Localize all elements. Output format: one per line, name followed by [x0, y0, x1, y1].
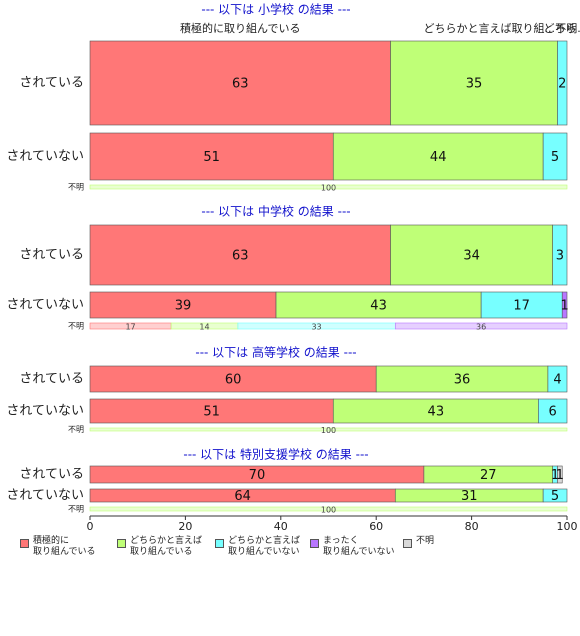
- header-label: 不明.: [555, 22, 580, 35]
- legend-label: まったく 取り組んでいない: [323, 536, 395, 557]
- data-label: 60: [225, 373, 242, 388]
- bar-segment: [375, 365, 549, 393]
- x-tick-label: 40: [274, 520, 288, 533]
- data-label: 36: [476, 323, 486, 332]
- header-label: 積極的に取り組んでいる: [180, 21, 300, 35]
- data-label: 100: [321, 506, 336, 515]
- category-label: されていない: [6, 298, 84, 313]
- bar-segment: [89, 132, 334, 181]
- legend-swatch: [403, 539, 412, 548]
- bar-segment: [557, 465, 563, 484]
- x-tick-label: 20: [178, 520, 192, 533]
- chart: --- 以下は 小学校 の結果 --- 積極的に取り組んでいる どちらかと言えば取り…: [6, 2, 580, 534]
- bar-segment: [561, 291, 568, 319]
- data-label: 1: [551, 468, 559, 483]
- bar-segment: [542, 132, 568, 181]
- bar-segment: [390, 224, 553, 286]
- data-label: 4: [553, 373, 561, 388]
- bar-segment: [89, 184, 568, 190]
- legend-label: 不明: [416, 536, 435, 546]
- panel-title: --- 以下は 中学校 の結果 ---: [201, 204, 350, 219]
- bar-segment: [480, 291, 563, 319]
- bar-segment: [89, 427, 568, 432]
- x-tick-label: 60: [369, 520, 383, 533]
- bar-segment: [332, 398, 539, 424]
- data-label: 39: [175, 299, 192, 314]
- bar-segment: [332, 132, 544, 181]
- data-label: 31: [461, 489, 478, 504]
- bar-segment: [89, 365, 377, 393]
- data-label: 14: [199, 323, 209, 332]
- data-label: 3: [556, 249, 564, 264]
- category-label: されていない: [6, 404, 84, 419]
- data-label: 51: [203, 150, 220, 165]
- legend-swatch: [215, 539, 224, 548]
- data-label: 27: [480, 468, 497, 483]
- data-label: 17: [513, 299, 530, 314]
- bar-segment: [394, 322, 568, 330]
- bar-segment: [542, 488, 568, 503]
- data-label: 63: [232, 77, 249, 92]
- data-label: 100: [321, 184, 336, 193]
- legend-label: 積極的に 取り組んでいる: [33, 536, 96, 557]
- category-label: されている: [19, 467, 84, 482]
- bar-segment: [89, 398, 334, 424]
- bar-segment: [89, 291, 277, 319]
- data-label: 2: [558, 77, 566, 92]
- legend-label: どちらかと言えば 取り組んでいる: [130, 536, 203, 557]
- header-label: どちら: [544, 22, 577, 35]
- bar-segment: [552, 224, 568, 286]
- bar-segment: [538, 398, 568, 424]
- data-label: 5: [551, 150, 559, 165]
- category-label: されていない: [6, 488, 84, 503]
- category-label: 不明: [68, 505, 84, 514]
- data-label: 43: [428, 405, 445, 420]
- category-label: 不明: [68, 425, 84, 434]
- data-label: 17: [125, 323, 135, 332]
- legend-swatch: [20, 539, 29, 548]
- category-label: されていない: [6, 149, 84, 164]
- panel-title: --- 以下は 小学校 の結果 ---: [201, 2, 350, 17]
- category-label: 不明: [68, 183, 84, 192]
- legend: 積極的に 取り組んでいる どちらかと言えば 取り組んでいる どちらかと言えば 取り組…: [0, 536, 580, 576]
- data-label: 5: [551, 489, 559, 504]
- category-label: されている: [19, 76, 84, 91]
- data-label: 44: [430, 150, 447, 165]
- panel-title: --- 以下は 高等学校 の結果 ---: [195, 345, 356, 360]
- x-tick-label: 80: [465, 520, 479, 533]
- data-label: 51: [203, 405, 220, 420]
- category-label: 不明: [68, 322, 84, 331]
- data-label: 33: [311, 323, 321, 332]
- header-label: どちらかと言えば取り組...: [424, 22, 556, 35]
- panel-title: --- 以下は 特別支援学校 の結果 ---: [183, 447, 368, 462]
- bar-segment: [547, 365, 568, 393]
- data-label: 6: [549, 405, 557, 420]
- data-label: 64: [234, 489, 251, 504]
- x-tick-label: 100: [557, 520, 578, 533]
- bar-segment: [89, 506, 568, 512]
- data-label: 36: [454, 373, 471, 388]
- bar-segment: [390, 40, 558, 126]
- data-label: 70: [249, 468, 266, 483]
- data-label: 43: [370, 299, 387, 314]
- legend-swatch: [117, 539, 126, 548]
- data-label: 1: [556, 468, 564, 483]
- bar-segment: [557, 40, 568, 126]
- category-label: されている: [19, 248, 84, 263]
- data-label: 1: [560, 299, 568, 314]
- data-label: 34: [463, 249, 480, 264]
- x-tick-label: 0: [87, 520, 94, 533]
- data-label: 35: [466, 77, 483, 92]
- data-label: 63: [232, 249, 249, 264]
- legend-swatch: [310, 539, 319, 548]
- category-label: されている: [19, 372, 84, 387]
- data-label: 100: [321, 426, 336, 435]
- legend-label: どちらかと言えば 取り組んでいない: [228, 536, 301, 557]
